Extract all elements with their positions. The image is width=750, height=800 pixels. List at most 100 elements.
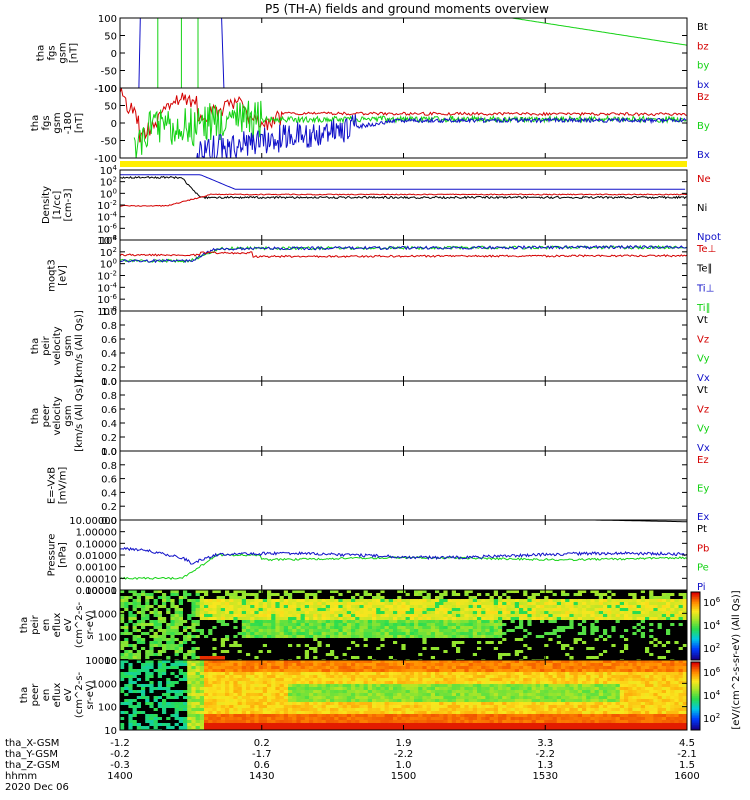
spectro-cell (120, 666, 125, 670)
spectro-cell (157, 647, 163, 651)
spectro-cell (325, 669, 331, 673)
spectro-cell (338, 641, 343, 645)
spectro-cell (283, 699, 289, 703)
spectro-cell (548, 644, 553, 648)
spectro-cell (577, 635, 583, 639)
spectro-cell (254, 678, 259, 682)
spectro-cell (195, 687, 201, 691)
spectro-cell (225, 650, 230, 654)
spectro-cell (271, 638, 276, 642)
spectro-cell (401, 669, 406, 673)
spectro-cell (120, 653, 125, 657)
spectro-cell (359, 599, 364, 603)
spectro-cell (338, 681, 343, 685)
spectro-cell (510, 617, 516, 621)
spectro-cell (464, 653, 469, 657)
spectro-cell (225, 669, 230, 673)
spectro-cell (157, 617, 163, 621)
spectro-cell (216, 626, 222, 630)
spectro-cell (317, 641, 322, 645)
spectro-cell (435, 608, 440, 612)
spectro-cell (422, 660, 427, 664)
spectro-cell (300, 632, 306, 636)
spectro-cell (586, 596, 591, 600)
spectro-cell (510, 653, 516, 657)
spectro-cell (674, 632, 679, 636)
spectro-cell (279, 629, 285, 633)
spectro-cell (292, 611, 297, 615)
spectro-cell (577, 650, 583, 654)
spectro-cell (380, 596, 385, 600)
spectro-cell (393, 663, 398, 667)
spectro-cell (321, 641, 327, 645)
spectro-cell (342, 650, 348, 654)
spectro-cell (384, 678, 390, 682)
spectro-cell (124, 717, 129, 721)
spectro-cell (645, 608, 650, 612)
spectro-cell (414, 726, 419, 730)
spectro-cell (174, 602, 180, 606)
spectro-cell (376, 660, 381, 664)
spectro-cell (246, 650, 251, 654)
spectro-cell (262, 608, 268, 612)
spectro-cell (325, 647, 331, 651)
spectro-cell (523, 590, 528, 594)
spectro-cell (472, 653, 478, 657)
spectro-cell (317, 708, 322, 712)
spectro-cell (313, 647, 318, 651)
spectro-cell (468, 626, 474, 630)
spectro-cell (674, 617, 679, 621)
spectro-cell (334, 693, 339, 697)
spectro-cell (288, 681, 293, 685)
spectro-cell (317, 672, 322, 676)
spectro-cell (342, 708, 348, 712)
spectro-cell (174, 693, 180, 697)
spectro-cell (237, 617, 243, 621)
spectro-cell (237, 699, 243, 703)
spectro-cell (388, 687, 394, 691)
spectro-cell (250, 693, 255, 697)
spectro-cell (405, 660, 411, 664)
spectro-cell (540, 644, 545, 648)
spectro-cell (283, 660, 289, 664)
spectro-cell (598, 635, 604, 639)
spectro-cell (128, 599, 133, 603)
spectro-cell (204, 653, 209, 657)
spectro-cell (418, 714, 423, 718)
spectro-cell (422, 593, 427, 597)
spectro-cell (199, 644, 205, 648)
spectro-cell (183, 726, 188, 730)
spectro-cell (342, 687, 348, 691)
spectro-cell (229, 675, 234, 679)
spectro-cell (548, 653, 553, 657)
spectro-cell (666, 653, 671, 657)
spectro-cell (246, 605, 251, 609)
spectro-cell (498, 647, 503, 651)
spectro-cell (561, 605, 566, 609)
spectro-cell (237, 663, 243, 667)
spectro-cell (283, 632, 289, 636)
spectro-cell (388, 675, 394, 679)
spectro-cell (367, 653, 373, 657)
spectro-cell (321, 672, 327, 676)
spectro-cell (141, 696, 146, 700)
spectro-cell (199, 647, 205, 651)
spectro-cell (191, 641, 196, 645)
spectro-cell (523, 614, 528, 618)
spectro-cell (594, 596, 600, 600)
spectro-cell (275, 611, 280, 615)
spectro-cell (241, 629, 247, 633)
spectro-cell (229, 629, 234, 633)
spectro-cell (447, 638, 453, 642)
spectro-cell (149, 717, 154, 721)
spectrogram-8 (120, 590, 687, 660)
spectro-cell (199, 602, 205, 606)
spectro-cell (237, 647, 243, 651)
spectro-cell (376, 623, 381, 627)
spectro-cell (136, 675, 142, 679)
spectro-cell (632, 623, 637, 627)
spectro-cell (254, 672, 259, 676)
spectro-cell (120, 632, 125, 636)
spectro-cell (170, 696, 175, 700)
spectro-cell (250, 650, 255, 654)
